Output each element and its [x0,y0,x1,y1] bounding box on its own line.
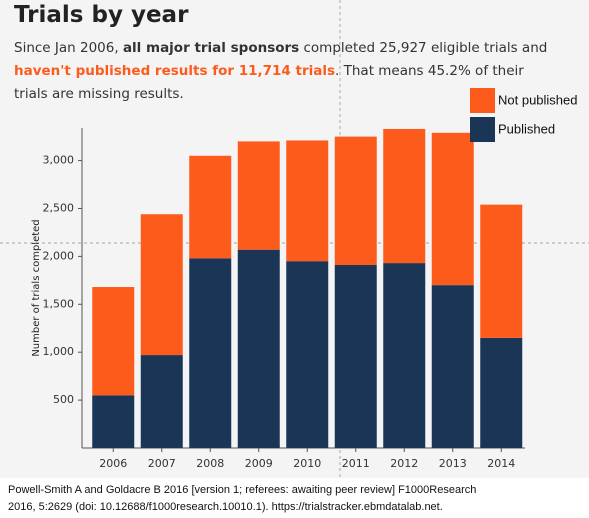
bar-segment [286,140,329,262]
chart-title: Trials by year [14,2,189,28]
x-tick-label: 2008 [196,457,224,470]
subtitle-part: haven't published results for 11,714 tri… [14,63,336,79]
x-tick-label: 2013 [439,457,467,470]
legend-swatch [470,88,495,113]
bar-segment [334,265,377,448]
y-tick-label: 1,500 [43,297,75,310]
legend-label: Published [498,121,555,136]
x-tick-label: 2009 [245,457,273,470]
subtitle-part: . That means 45.2% of their trials are m… [14,63,524,102]
bar-segment [237,249,280,448]
x-tick-label: 2007 [148,457,176,470]
bar-segment [92,395,135,448]
bar-segment [237,141,280,250]
bar-segment [92,287,135,396]
bar-segment [286,261,329,448]
x-tick-label: 2014 [487,457,515,470]
bar-segment [431,132,474,286]
bar-segment [189,155,232,259]
subtitle-part: all major trial sponsors [122,40,300,56]
caption-line: Powell-Smith A and Goldacre B 2016 [vers… [8,484,477,496]
x-tick-label: 2011 [342,457,370,470]
caption: Powell-Smith A and Goldacre B 2016 [vers… [8,482,476,516]
bar-segment [140,355,183,448]
bar-segment [480,204,523,338]
bar-segment [189,258,232,448]
bar-segment [334,136,377,266]
y-axis-label: Number of trials completed [31,219,42,356]
bar-segment [480,337,523,448]
bar-segment [383,263,426,448]
y-tick-label: 2,000 [43,249,75,262]
y-tick-label: 2,500 [43,201,75,214]
chart: 500 1,000 1,500 2,000 2,500 3,000 Number of tr… [0,0,589,478]
subtitle-part: Since Jan 2006, [14,40,123,56]
bar-segment [383,128,426,264]
legend-label: Not published [498,92,578,107]
y-tick-label: 500 [53,393,74,406]
y-tick-label: 1,000 [43,345,75,358]
subtitle-part: completed 25,927 eligible trials and [299,40,548,56]
y-tick-label: 3,000 [43,154,75,167]
x-tick-label: 2012 [390,457,418,470]
caption-line: 2016, 5:2629 (doi: 10.12688/f1000researc… [8,501,443,513]
bar-segment [431,285,474,448]
bar-segment [140,214,183,356]
x-tick-label: 2010 [293,457,321,470]
legend-swatch [470,117,495,142]
subtitle: Since Jan 2006, all major trial sponsors… [14,37,554,106]
x-tick-label: 2006 [99,457,127,470]
